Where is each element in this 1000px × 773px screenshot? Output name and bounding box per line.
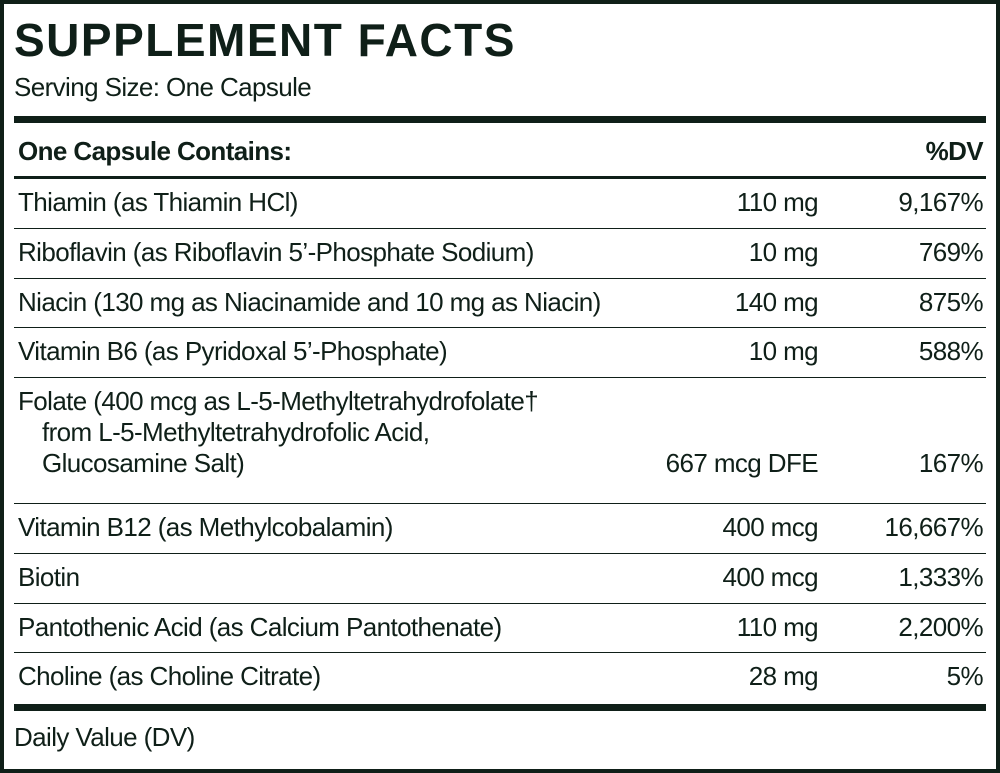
nutrient-name-line: from L-5-Methyltetrahydrofolic Acid,	[42, 417, 430, 447]
table-row: Choline (as Choline Citrate) 28 mg 5%	[14, 653, 986, 701]
nutrient-name-line: Vitamin B6 (as Pyridoxal 5’-Phosphate)	[18, 336, 448, 366]
nutrient-name-line: Thiamin (as Thiamin HCl)	[18, 187, 298, 217]
table-row: Vitamin B12 (as Methylcobalamin) 400 mcg 1…	[14, 504, 986, 554]
header-dv: %DV	[925, 136, 984, 166]
nutrient-name-line: Riboflavin (as Riboflavin 5’-Phosphate S…	[18, 237, 534, 267]
nutrient-name-line: Biotin	[18, 562, 80, 592]
table-row: Biotin 400 mcg 1,333%	[14, 554, 986, 604]
nutrient-amount: 28 mg	[748, 661, 819, 691]
nutrient-table: Thiamin (as Thiamin HCl) 110 mg 9,167% Ribo…	[14, 179, 986, 701]
nutrient-dv: 16,667%	[884, 512, 984, 542]
table-row: Niacin (130 mg as Niacinamide and 10 mg …	[14, 279, 986, 328]
nutrient-amount: 10 mg	[748, 237, 819, 267]
nutrient-dv: 1,333%	[898, 562, 983, 592]
table-row: Folate (400 mcg as L-5-Methyltetrahydrof…	[14, 378, 986, 504]
nutrient-name: Folate (400 mcg as L-5-Methyltetrahydrof…	[18, 386, 539, 479]
nutrient-name-line: Folate (400 mcg as L-5-Methyltetrahydrof…	[18, 386, 539, 416]
nutrient-name: Thiamin (as Thiamin HCl)	[18, 187, 298, 218]
table-row: Riboflavin (as Riboflavin 5’-Phosphate S…	[14, 229, 986, 279]
table-header: One Capsule Contains: %DV	[14, 124, 986, 179]
nutrient-amount: 110 mg	[736, 612, 819, 642]
nutrient-name: Riboflavin (as Riboflavin 5’-Phosphate S…	[18, 237, 534, 268]
table-row: Thiamin (as Thiamin HCl) 110 mg 9,167%	[14, 179, 986, 229]
nutrient-name-line: Pantothenic Acid (as Calcium Pantothenat…	[18, 612, 502, 642]
table-row: Pantothenic Acid (as Calcium Pantothenat…	[14, 604, 986, 653]
serving-size: Serving Size: One Capsule	[14, 72, 312, 102]
nutrient-amount: 10 mg	[748, 336, 819, 366]
nutrient-amount: 400 mcg	[722, 512, 818, 542]
nutrient-dv: 5%	[946, 661, 984, 691]
nutrient-amount: 400 mcg	[722, 562, 818, 592]
nutrient-dv: 769%	[918, 237, 984, 267]
nutrient-name: Vitamin B6 (as Pyridoxal 5’-Phosphate)	[18, 336, 448, 367]
nutrient-dv: 9,167%	[898, 187, 983, 217]
nutrient-name: Niacin (130 mg as Niacinamide and 10 mg …	[18, 287, 601, 318]
nutrient-amount: 140 mg	[734, 287, 819, 317]
nutrient-name: Pantothenic Acid (as Calcium Pantothenat…	[18, 612, 502, 643]
nutrient-name: Biotin	[18, 562, 80, 593]
nutrient-name-line: Niacin (130 mg as Niacinamide and 10 mg …	[18, 287, 601, 317]
divider-thick	[14, 116, 986, 123]
nutrient-dv: 2,200%	[898, 612, 983, 642]
divider-thick	[14, 704, 986, 711]
nutrient-dv: 167%	[918, 448, 984, 478]
table-row: Vitamin B6 (as Pyridoxal 5’-Phosphate) 10…	[14, 328, 986, 378]
header-contains: One Capsule Contains:	[18, 136, 292, 166]
nutrient-amount: 110 mg	[736, 187, 819, 217]
nutrient-name-line: Choline (as Choline Citrate)	[18, 661, 321, 691]
nutrient-dv: 588%	[918, 336, 984, 366]
nutrient-name: Vitamin B12 (as Methylcobalamin)	[18, 512, 393, 543]
footer-note: Daily Value (DV)	[14, 722, 195, 752]
panel-title: SUPPLEMENT FACTS	[14, 14, 516, 66]
nutrient-name-line: Vitamin B12 (as Methylcobalamin)	[18, 512, 393, 542]
nutrient-dv: 875%	[918, 287, 984, 317]
nutrient-name-line: Glucosamine Salt)	[42, 448, 245, 478]
nutrient-name: Choline (as Choline Citrate)	[18, 661, 321, 692]
nutrient-amount: 667 mcg DFE	[665, 448, 819, 478]
